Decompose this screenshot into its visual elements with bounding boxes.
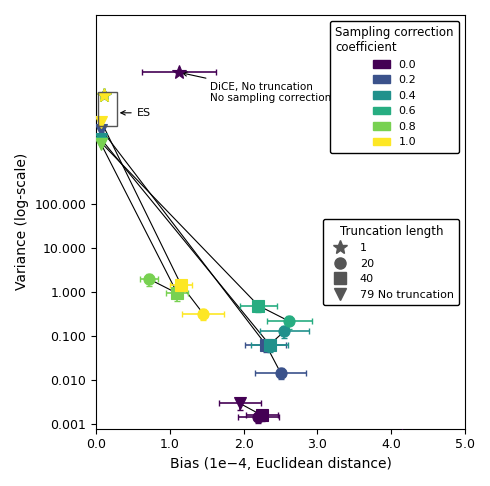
X-axis label: Bias (1e−4, Euclidean distance): Bias (1e−4, Euclidean distance) [170,457,392,471]
Text: DiCE, No truncation
No sampling correction: DiCE, No truncation No sampling correcti… [183,72,332,103]
Y-axis label: Variance (log-scale): Variance (log-scale) [15,153,29,291]
Text: Naive: Naive [0,485,1,486]
Legend: 1, 20, 40, 79 No truncation: 1, 20, 40, 79 No truncation [323,219,460,306]
Text: ES: ES [121,108,151,118]
